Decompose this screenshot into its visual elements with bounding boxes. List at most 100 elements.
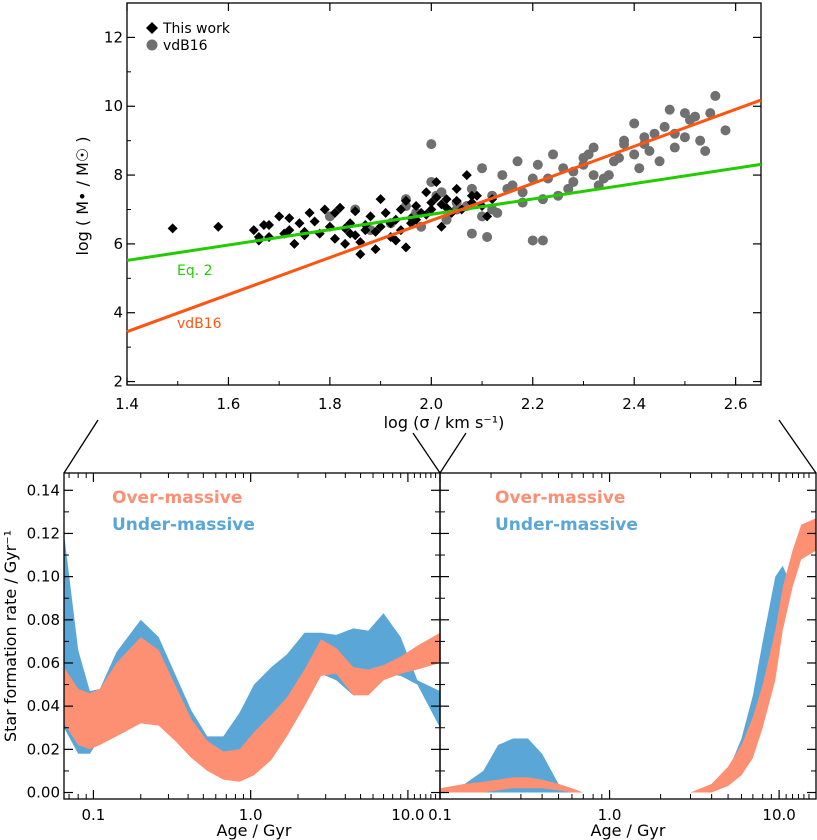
legend-vdb16: vdB16 bbox=[163, 38, 208, 54]
this-work-point bbox=[329, 233, 340, 244]
this-work-point bbox=[441, 194, 452, 205]
top-xtick-label: 2.4 bbox=[622, 395, 646, 413]
sfr-ytick-label: 0.00 bbox=[27, 784, 60, 802]
bl-legend-under: Under-massive bbox=[112, 515, 255, 535]
top-xlabel: log (σ / km s⁻¹) bbox=[384, 413, 505, 432]
sfr-xtick-label: 1.0 bbox=[598, 806, 622, 824]
sfr-panel-left: 0.1 1.0 10.0 0.00 0.02 0.04 0.06 0.08 0.10 0.12 0.… bbox=[1, 472, 441, 840]
vdb16-point bbox=[684, 115, 695, 126]
top-plot-frame bbox=[126, 2, 762, 386]
top-xtick-label: 1.8 bbox=[318, 395, 342, 413]
line-label-vdb16: vdB16 bbox=[177, 316, 222, 332]
this-work-point bbox=[309, 216, 320, 227]
this-work-point bbox=[294, 218, 305, 229]
this-work-point bbox=[365, 211, 376, 222]
sfr-panel-right: 0.1 1.0 10.0 Over-massive Under-massive Ag… bbox=[428, 472, 817, 840]
vdb16-point bbox=[669, 142, 680, 153]
fit-line-eq2 bbox=[126, 162, 762, 262]
legend-circle-marker bbox=[146, 39, 158, 51]
top-ytick-label: 6 bbox=[113, 235, 123, 253]
vdb16-point bbox=[720, 125, 731, 136]
vdb16-point bbox=[639, 132, 650, 143]
connector-mid-right bbox=[439, 432, 467, 474]
top-xtick-label: 2.6 bbox=[724, 395, 748, 413]
this-work-point bbox=[471, 190, 482, 201]
this-work-point bbox=[421, 187, 432, 198]
vdb16-point bbox=[497, 170, 508, 181]
vdb16-point bbox=[563, 183, 574, 194]
top-xtick-label: 1.4 bbox=[115, 395, 139, 413]
this-work-point bbox=[375, 194, 386, 205]
band-under-massive bbox=[440, 565, 816, 793]
vdb16-point bbox=[532, 159, 543, 170]
this-work-point bbox=[400, 242, 411, 253]
this-work-point bbox=[380, 207, 391, 218]
vdb16-point bbox=[568, 176, 579, 187]
this-work-point bbox=[370, 244, 381, 255]
vdb16-point bbox=[517, 187, 528, 198]
vdb16-point bbox=[649, 128, 660, 139]
br-plot-frame bbox=[439, 472, 817, 800]
top-ytick-label: 4 bbox=[113, 304, 123, 322]
legend-this-work: This work bbox=[162, 21, 231, 37]
vdb16-point bbox=[654, 156, 665, 167]
this-work-point bbox=[426, 197, 437, 208]
this-work-point bbox=[451, 183, 462, 194]
top-legend: This work vdB16 bbox=[146, 21, 231, 54]
sfr-xtick-label: 10.0 bbox=[391, 806, 424, 824]
this-work-point bbox=[370, 226, 381, 237]
vdb16-point bbox=[695, 135, 706, 146]
vdb16-point bbox=[634, 163, 645, 174]
legend-diamond-marker bbox=[146, 22, 158, 34]
this-work-point bbox=[319, 204, 330, 215]
vdb16-point bbox=[477, 163, 488, 174]
zoom-connectors bbox=[63, 419, 817, 474]
this-work-point bbox=[213, 221, 224, 232]
sfr-ytick-label: 0.08 bbox=[27, 611, 60, 629]
vdb16-point bbox=[710, 90, 721, 101]
this-work-point bbox=[284, 225, 295, 236]
top-xtick-label: 1.6 bbox=[217, 395, 241, 413]
this-work-point bbox=[436, 221, 447, 232]
vdb16-point bbox=[512, 156, 523, 167]
sfr-ytick-label: 0.06 bbox=[27, 654, 60, 672]
this-work-point bbox=[451, 195, 462, 206]
this-work-point bbox=[289, 238, 300, 249]
sfr-xtick-label: 0.1 bbox=[428, 806, 452, 824]
br-xlabel: Age / Gyr bbox=[591, 821, 666, 840]
sfr-xtick-label: 1.0 bbox=[239, 806, 263, 824]
this-work-point bbox=[350, 206, 361, 217]
bl-legend-over: Over-massive bbox=[112, 488, 242, 508]
vdb16-point bbox=[659, 121, 670, 132]
top-ytick-label: 12 bbox=[104, 28, 123, 46]
this-work-point bbox=[258, 219, 269, 230]
top-xtick-label: 2.0 bbox=[419, 395, 443, 413]
this-work-point bbox=[431, 192, 442, 203]
vdb16-point bbox=[466, 228, 477, 239]
vdb16-point bbox=[700, 145, 711, 156]
this-work-point bbox=[426, 204, 437, 215]
sfr-ytick-label: 0.14 bbox=[27, 481, 60, 499]
top-ytick-label: 10 bbox=[104, 97, 123, 115]
vdb16-point bbox=[613, 152, 624, 163]
bl-xlabel: Age / Gyr bbox=[217, 821, 292, 840]
vdb16-point bbox=[644, 145, 655, 156]
vdb16-point bbox=[426, 176, 437, 187]
vdb16-point bbox=[477, 211, 488, 222]
vdb16-point bbox=[588, 142, 599, 153]
top-xtick-label: 2.2 bbox=[521, 395, 545, 413]
this-work-point bbox=[482, 211, 493, 222]
top-ytick-label: 2 bbox=[113, 373, 123, 391]
connector-mid-left bbox=[412, 432, 441, 474]
vdb16-point bbox=[629, 118, 640, 129]
sfr-ytick-label: 0.02 bbox=[27, 740, 60, 758]
sfr-ytick-label: 0.12 bbox=[27, 524, 60, 542]
vdb16-point bbox=[588, 170, 599, 181]
this-work-point bbox=[355, 249, 366, 260]
msigma-panel: 1.4 1.6 1.8 2.0 2.2 2.4 2.6 2 4 6 8 10 12 log (σ / k… bbox=[73, 2, 762, 432]
vdb16-point bbox=[426, 139, 437, 150]
vdb16-point bbox=[679, 132, 690, 143]
this-work-point bbox=[466, 190, 477, 201]
vdb16-point bbox=[466, 183, 477, 194]
